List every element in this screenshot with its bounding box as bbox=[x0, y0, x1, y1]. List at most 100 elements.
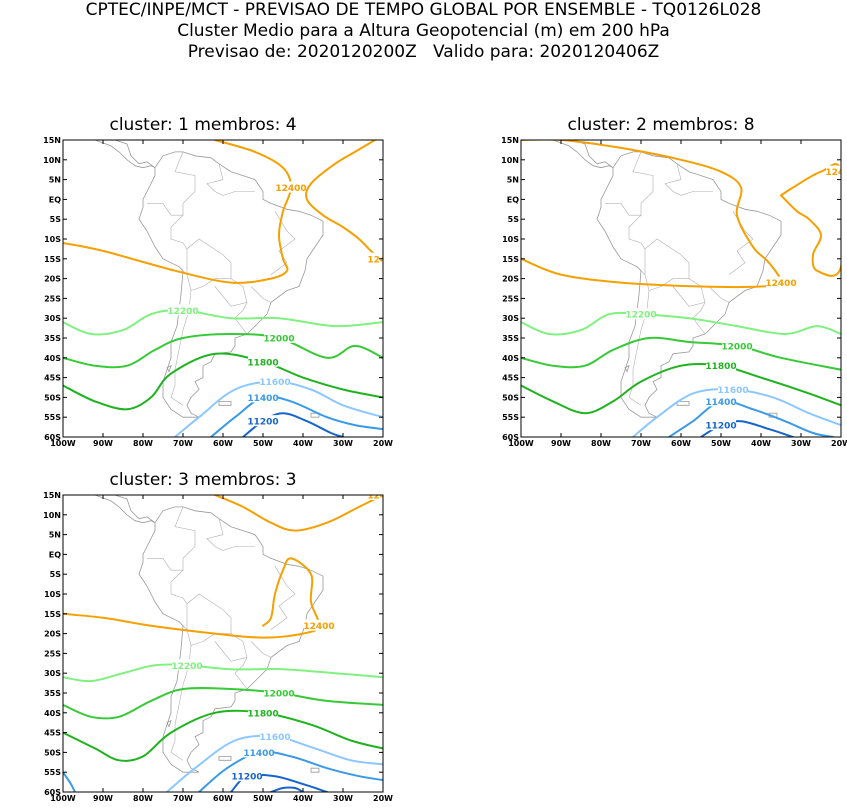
contour-label: 12000 bbox=[721, 342, 752, 352]
lon-label: 70W bbox=[173, 794, 193, 803]
lat-label: 15S bbox=[44, 610, 61, 619]
central-america-coastline bbox=[74, 140, 156, 169]
lon-label: 50W bbox=[253, 794, 273, 803]
contour-label-bg bbox=[826, 165, 841, 177]
contour-label-bg bbox=[706, 395, 736, 407]
contour-label-bg bbox=[368, 495, 383, 500]
lon-label: 60W bbox=[213, 439, 233, 448]
contour-11600 bbox=[166, 734, 383, 792]
country-border bbox=[692, 302, 706, 335]
lat-label: 20S bbox=[44, 275, 61, 284]
chart-header-line-3: Previsao de: 2020120200Z Valido para: 20… bbox=[187, 42, 660, 62]
contour-label: 11800 bbox=[247, 709, 278, 719]
country-border bbox=[147, 203, 188, 250]
contour-label-bg bbox=[706, 359, 736, 371]
lat-label: 50S bbox=[44, 748, 61, 757]
lon-label: 70W bbox=[631, 439, 651, 448]
contour-label-bg bbox=[718, 383, 748, 395]
lat-label: 55S bbox=[44, 413, 61, 422]
lon-label: 40W bbox=[293, 439, 313, 448]
contour-label: 12200 bbox=[625, 311, 656, 321]
contour-label: 12400 bbox=[275, 184, 306, 194]
lat-label: 40S bbox=[44, 354, 61, 363]
lat-label: 10N bbox=[43, 156, 61, 165]
contour-label: 11400 bbox=[243, 749, 274, 759]
lat-label: 25S bbox=[44, 649, 61, 658]
lat-label: EQ bbox=[49, 195, 61, 204]
central-america-coastline bbox=[532, 140, 614, 169]
lon-label: 50W bbox=[711, 439, 731, 448]
island-outline bbox=[218, 401, 232, 406]
map-layer: 12400 12400 12200 12000 11800 11600 11400 11200 bbox=[63, 492, 398, 792]
lon-label: 40W bbox=[293, 794, 313, 803]
lat-label: 15S bbox=[502, 255, 519, 264]
contour-label: 11400 bbox=[705, 398, 736, 408]
contour-11600 bbox=[632, 388, 841, 437]
lat-label: 50S bbox=[502, 393, 519, 402]
lat-label: 10N bbox=[501, 156, 519, 165]
lat-label: 15N bbox=[43, 491, 61, 500]
lat-label: 15N bbox=[501, 136, 519, 145]
lat-label: 10S bbox=[44, 590, 61, 599]
contour-12400 bbox=[63, 140, 292, 284]
lon-label: 30W bbox=[333, 439, 353, 448]
country-border bbox=[644, 238, 690, 291]
lon-label: 70W bbox=[173, 439, 193, 448]
lat-label: 35S bbox=[44, 334, 61, 343]
chart-header-line-2: Cluster Medio para a Altura Geopotencial… bbox=[177, 21, 670, 41]
country-border bbox=[234, 657, 248, 690]
lon-label: 100W bbox=[50, 794, 76, 803]
lat-label: 45S bbox=[44, 374, 61, 383]
lat-label: 45S bbox=[44, 729, 61, 738]
lon-label: 80W bbox=[133, 794, 153, 803]
contour-label-bg bbox=[766, 276, 796, 288]
island-outline bbox=[676, 401, 690, 406]
lon-label: 20W bbox=[373, 439, 393, 448]
lon-label: 100W bbox=[508, 439, 534, 448]
lat-label: 40S bbox=[502, 354, 519, 363]
country-border bbox=[664, 163, 713, 196]
contour-label: 11200 bbox=[231, 773, 262, 783]
country-border bbox=[640, 270, 646, 275]
lat-label: EQ bbox=[49, 550, 61, 559]
south-america-coastline bbox=[138, 151, 324, 418]
lat-label: 5S bbox=[50, 570, 62, 579]
contour-label: 11800 bbox=[705, 362, 736, 372]
country-border bbox=[214, 633, 248, 662]
lat-label: 30S bbox=[44, 314, 61, 323]
lat-label: 10S bbox=[44, 235, 61, 244]
lat-label: 5S bbox=[508, 215, 520, 224]
lon-label: 40W bbox=[751, 439, 771, 448]
contour-label-bg bbox=[248, 415, 278, 427]
contour-label-bg bbox=[260, 730, 290, 742]
lat-label: 5N bbox=[49, 531, 61, 540]
contour-label: 12400 bbox=[367, 492, 398, 502]
lon-label: 80W bbox=[591, 439, 611, 448]
contour-label: 12400 bbox=[367, 255, 398, 265]
country-border bbox=[632, 151, 654, 216]
lat-label: 40S bbox=[44, 709, 61, 718]
contour-12200 bbox=[63, 663, 383, 683]
map-panel-cluster-1: cluster: 1 membros: 41240012400122001200… bbox=[43, 115, 393, 448]
contour-11400 bbox=[668, 400, 834, 437]
island-outline bbox=[310, 767, 320, 773]
contour-label: 11400 bbox=[247, 394, 278, 404]
lon-label: 60W bbox=[671, 439, 691, 448]
contour-label-bg bbox=[260, 375, 290, 387]
lon-label: 50W bbox=[253, 439, 273, 448]
contour-label: 11600 bbox=[259, 378, 290, 388]
lat-label: 50S bbox=[44, 393, 61, 402]
country-border bbox=[250, 286, 272, 303]
country-border bbox=[270, 211, 296, 275]
lat-label: 10S bbox=[502, 235, 519, 244]
lat-label: 10N bbox=[43, 511, 61, 520]
lon-label: 90W bbox=[93, 439, 113, 448]
chart-header-line-1: CPTEC/INPE/MCT - PREVISAO DE TEMPO GLOBA… bbox=[85, 0, 762, 20]
contour-label: 11600 bbox=[717, 386, 748, 396]
south-america-coastline bbox=[596, 151, 782, 418]
lon-label: 60W bbox=[213, 794, 233, 803]
lat-label: 60S bbox=[44, 433, 61, 442]
lat-label: 25S bbox=[44, 294, 61, 303]
contour-label-bg bbox=[168, 304, 198, 316]
lat-label: 15S bbox=[44, 255, 61, 264]
